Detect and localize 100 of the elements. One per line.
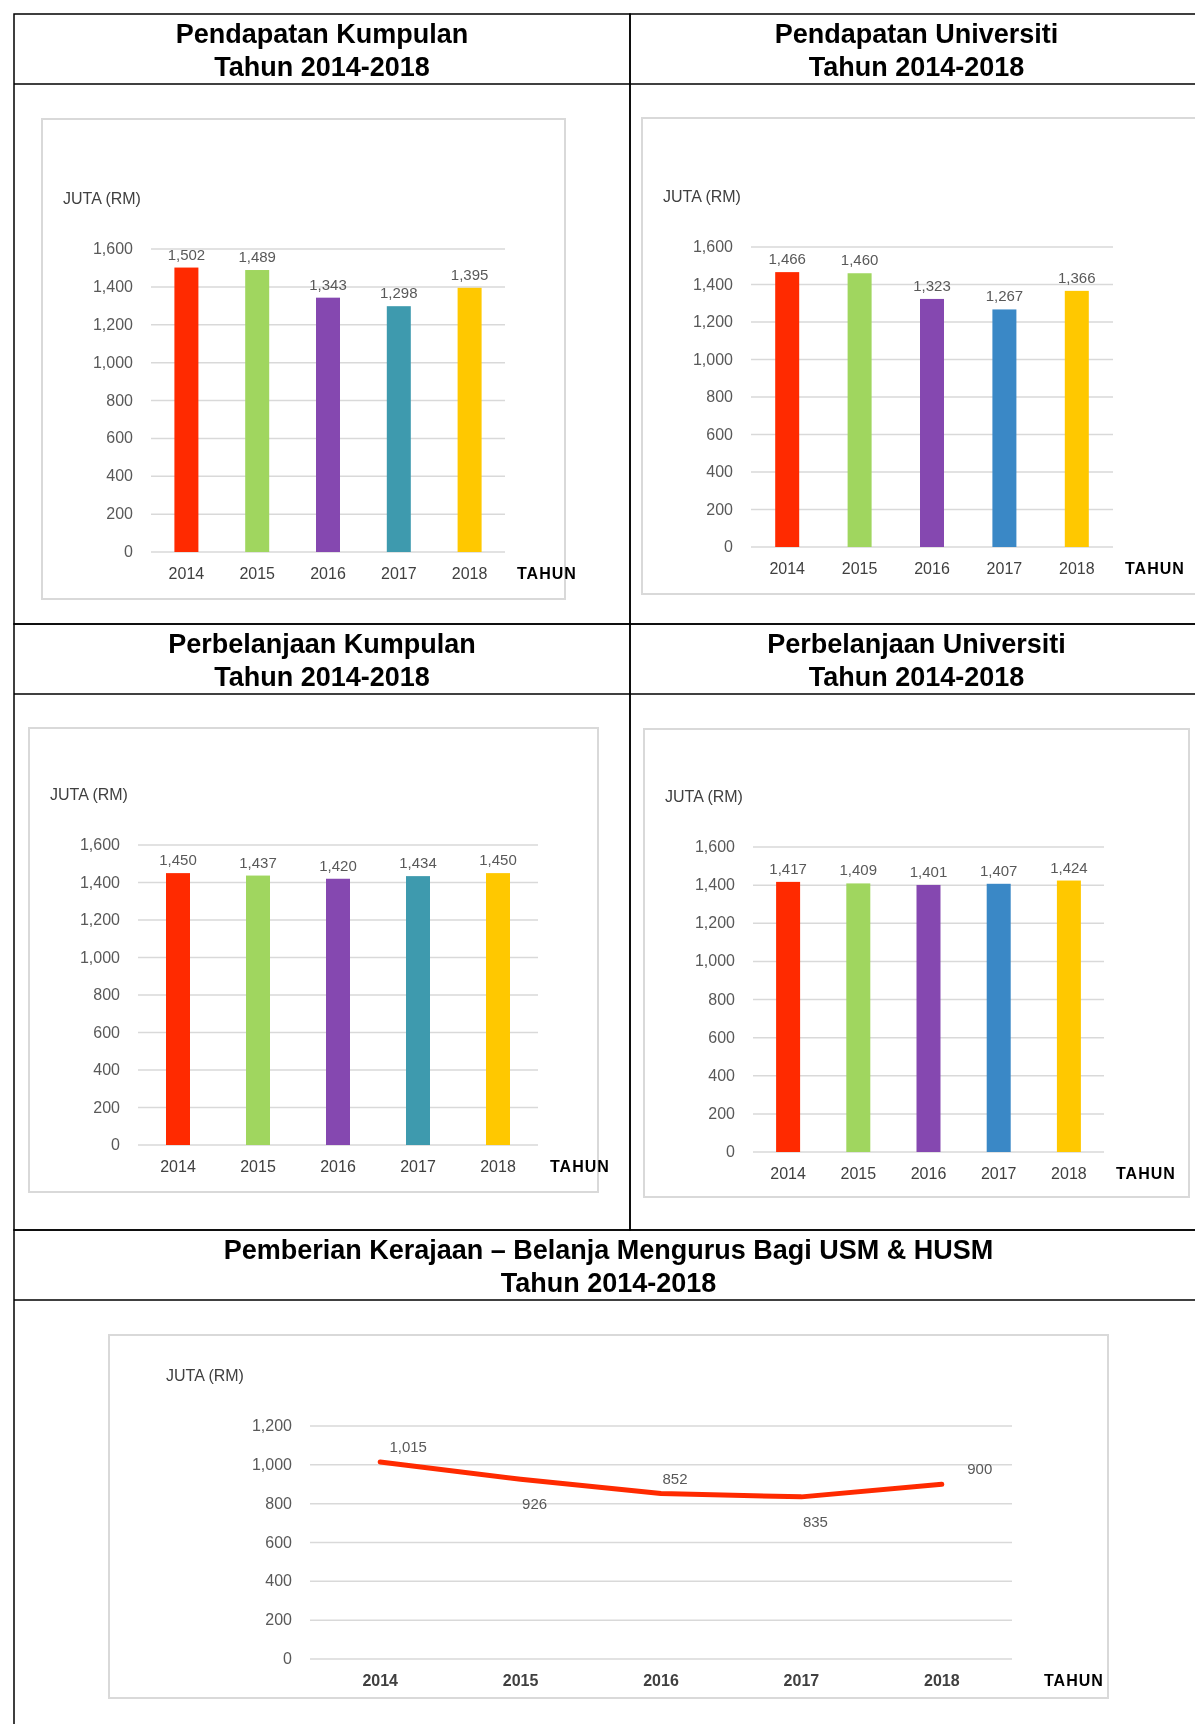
bar: [316, 297, 340, 552]
y-tick-label: 600: [265, 1533, 293, 1551]
chart-title: Pendapatan Kumpulan: [175, 19, 469, 49]
x-tick-label: 2016: [914, 560, 950, 577]
x-tick-label: 2015: [502, 1672, 539, 1689]
data-label: 1,366: [1058, 268, 1096, 286]
x-tick-label: 2018: [480, 1158, 516, 1175]
bar: [992, 309, 1017, 547]
x-tick-label: 2015: [840, 1165, 877, 1182]
chart-subtitle: Tahun 2014-2018: [808, 662, 1025, 692]
data-label: 1,015: [389, 1437, 427, 1455]
y-tick-label: 200: [706, 500, 734, 518]
y-tick-label: 1,400: [92, 277, 134, 295]
y-tick-label: 800: [106, 391, 134, 409]
data-label: 1,434: [399, 854, 437, 872]
data-label: 1,409: [839, 861, 878, 879]
y-axis-title: JUTA (RM): [63, 190, 141, 207]
data-label: 1,450: [479, 851, 517, 869]
y-tick-label: 800: [708, 990, 736, 1008]
y-tick-label: 400: [93, 1061, 121, 1078]
y-tick-label: 1,400: [694, 876, 736, 894]
x-tick-label: 2016: [643, 1672, 679, 1689]
data-label: 1,395: [450, 265, 489, 283]
y-tick-label: 600: [106, 429, 134, 447]
data-label: 1,450: [159, 851, 197, 869]
data-label: 1,460: [840, 251, 879, 269]
y-tick-label: 1,600: [694, 838, 736, 855]
x-axis-title: TAHUN: [1125, 560, 1185, 577]
y-tick-label: 1,000: [692, 350, 734, 368]
y-tick-label: 0: [726, 1143, 736, 1160]
y-tick-label: 1,400: [692, 275, 734, 293]
x-tick-label: 2017: [783, 1672, 820, 1689]
x-tick-label: 2016: [910, 1165, 947, 1182]
data-label: 1,343: [309, 275, 347, 293]
y-axis-title: JUTA (RM): [663, 188, 741, 205]
x-tick-label: 2018: [1051, 1165, 1087, 1182]
chart-title: Pemberian Kerajaan – Belanja Mengurus Bagi USM & HUSM: [223, 1235, 994, 1265]
bar: [386, 306, 411, 552]
x-tick-label: 2014: [362, 1672, 399, 1689]
y-tick-label: 200: [106, 505, 134, 523]
bar: [1064, 290, 1089, 547]
x-axis-title: TAHUN: [1116, 1165, 1176, 1182]
y-tick-label: 400: [106, 467, 134, 485]
y-tick-label: 1,200: [79, 911, 121, 928]
y-tick-label: 600: [93, 1023, 121, 1041]
y-tick-label: 1,000: [251, 1455, 293, 1473]
y-tick-label: 1,200: [692, 313, 734, 330]
data-label: 1,401: [909, 862, 948, 880]
data-label: 1,489: [238, 248, 276, 266]
x-tick-label: 2016: [320, 1158, 356, 1175]
x-tick-label: 2017: [400, 1158, 436, 1175]
y-tick-label: 0: [124, 543, 134, 560]
data-label: 1,323: [913, 276, 951, 294]
data-label: 1,407: [979, 861, 1018, 879]
x-tick-label: 2018: [1059, 560, 1095, 577]
data-label: 835: [802, 1512, 828, 1530]
data-label: 1,267: [985, 287, 1024, 305]
y-tick-label: 200: [265, 1611, 293, 1629]
y-tick-label: 400: [265, 1572, 293, 1590]
x-tick-label: 2017: [381, 565, 417, 582]
data-label: 1,424: [1050, 858, 1088, 876]
x-tick-label: 2016: [310, 565, 346, 582]
x-axis-title: TAHUN: [1044, 1672, 1104, 1689]
data-label: 1,502: [167, 245, 206, 263]
y-tick-label: 600: [708, 1028, 736, 1046]
y-tick-label: 0: [111, 1136, 121, 1153]
y-tick-label: 1,200: [92, 315, 134, 333]
chart-title: Pendapatan Universiti: [774, 19, 1059, 49]
chart-subtitle: Tahun 2014-2018: [214, 52, 430, 82]
bar: [457, 287, 482, 552]
data-label: 852: [662, 1469, 688, 1487]
bar: [920, 298, 944, 547]
y-tick-label: 800: [93, 986, 121, 1003]
chart-subtitle: Tahun 2014-2018: [500, 1268, 717, 1298]
y-tick-label: 1,000: [92, 353, 134, 371]
y-tick-label: 0: [724, 538, 734, 555]
y-tick-label: 1,000: [694, 952, 736, 970]
y-tick-label: 1,600: [79, 836, 121, 853]
x-tick-label: 2017: [980, 1165, 1017, 1182]
y-tick-label: 1,400: [79, 873, 121, 891]
y-tick-label: 1,200: [251, 1417, 293, 1434]
y-tick-label: 600: [706, 425, 734, 443]
data-label: 1,437: [239, 853, 277, 871]
bar: [775, 272, 800, 547]
data-label: 926: [522, 1495, 548, 1513]
data-label: 1,417: [769, 859, 807, 877]
chart-subtitle: Tahun 2014-2018: [808, 52, 1025, 82]
x-axis-title: TAHUN: [517, 565, 577, 582]
chart-subtitle: Tahun 2014-2018: [214, 662, 430, 692]
x-axis-title: TAHUN: [550, 1158, 610, 1175]
y-tick-label: 1,000: [79, 948, 121, 966]
x-tick-label: 2017: [986, 560, 1023, 577]
y-tick-label: 200: [93, 1098, 121, 1116]
y-axis-title: JUTA (RM): [665, 788, 743, 805]
chart-title: Perbelanjaan Kumpulan: [168, 629, 476, 659]
y-tick-label: 800: [706, 388, 734, 405]
y-tick-label: 400: [706, 463, 734, 480]
y-axis-title: JUTA (RM): [50, 786, 128, 803]
x-tick-label: 2014: [160, 1158, 196, 1175]
bar: [174, 267, 199, 552]
